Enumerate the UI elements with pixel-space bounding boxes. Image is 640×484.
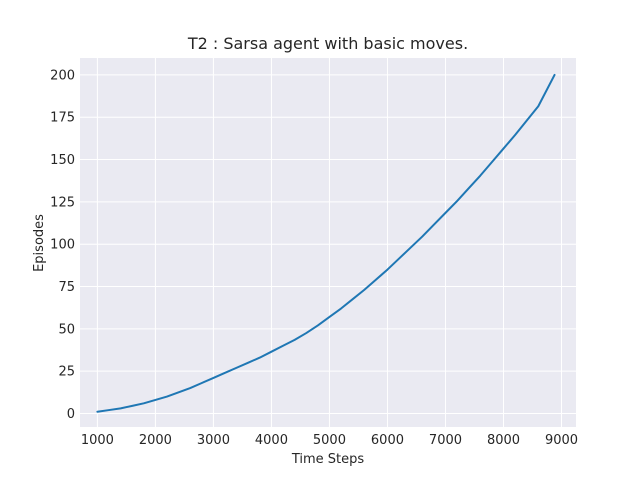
x-tick-label: 8000 (487, 433, 520, 448)
plot-area (80, 58, 576, 427)
x-tick-label: 6000 (371, 433, 404, 448)
x-tick-label: 1000 (81, 433, 114, 448)
x-axis-ticks: 1000 2000 3000 4000 5000 6000 7000 8000 9000 (81, 433, 578, 448)
series-line (96, 73, 556, 413)
series-layer (96, 73, 556, 413)
y-tick-label: 0 (67, 407, 75, 422)
y-tick-label: 75 (58, 280, 75, 295)
y-tick-label: 200 (50, 68, 75, 83)
x-tick-label: 7000 (429, 433, 462, 448)
y-tick-label: 100 (50, 238, 75, 253)
x-tick-label: 4000 (255, 433, 288, 448)
grid (80, 58, 576, 427)
x-tick-label: 2000 (139, 433, 172, 448)
y-axis-label: Episodes (32, 214, 47, 272)
y-tick-label: 175 (50, 111, 75, 126)
x-axis-label: Time Steps (291, 452, 365, 467)
y-tick-label: 25 (58, 365, 75, 380)
y-tick-label: 125 (50, 195, 75, 210)
y-axis-ticks: 0 25 50 75 100 125 150 175 200 (50, 68, 75, 422)
x-tick-label: 3000 (197, 433, 230, 448)
y-tick-label: 50 (58, 322, 75, 337)
chart-title: T2 : Sarsa agent with basic moves. (187, 34, 468, 53)
y-tick-label: 150 (50, 153, 75, 168)
x-tick-label: 9000 (545, 433, 578, 448)
x-tick-label: 5000 (313, 433, 346, 448)
